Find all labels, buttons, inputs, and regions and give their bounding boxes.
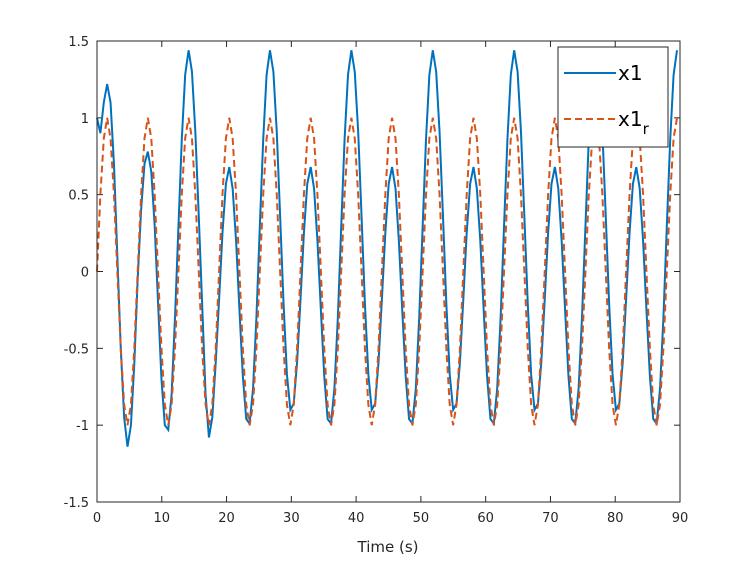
x-tick-label: 30 [283, 511, 300, 526]
y-tick-label: 1 [81, 112, 89, 127]
data-line [96, 117, 679, 426]
y-tick-label: -1.5 [64, 496, 89, 511]
y-tick-label: 1.5 [68, 35, 89, 50]
y-tick-label: 0 [81, 266, 89, 281]
x-tick-label: 90 [672, 511, 689, 526]
y-tick-label: 0.5 [68, 189, 89, 204]
x-tick-label: 40 [348, 511, 365, 526]
legend-label: x1r [618, 107, 650, 138]
x-tick-label: 0 [93, 511, 101, 526]
x-tick-label: 70 [542, 511, 559, 526]
x-tick-label: 60 [477, 511, 494, 526]
y-tick-label: -1 [76, 419, 89, 434]
data-line [96, 50, 679, 447]
x-tick-label: 10 [154, 511, 171, 526]
x-tick-label: 80 [607, 511, 624, 526]
x-tick-label: 50 [413, 511, 430, 526]
axes-box [96, 40, 681, 503]
x-tick-label: 20 [218, 511, 235, 526]
legend-label: x1 [618, 61, 643, 85]
legend-box [557, 46, 669, 148]
y-tick-label: -0.5 [64, 342, 89, 357]
x-axis-label: Time (s) [357, 538, 419, 556]
